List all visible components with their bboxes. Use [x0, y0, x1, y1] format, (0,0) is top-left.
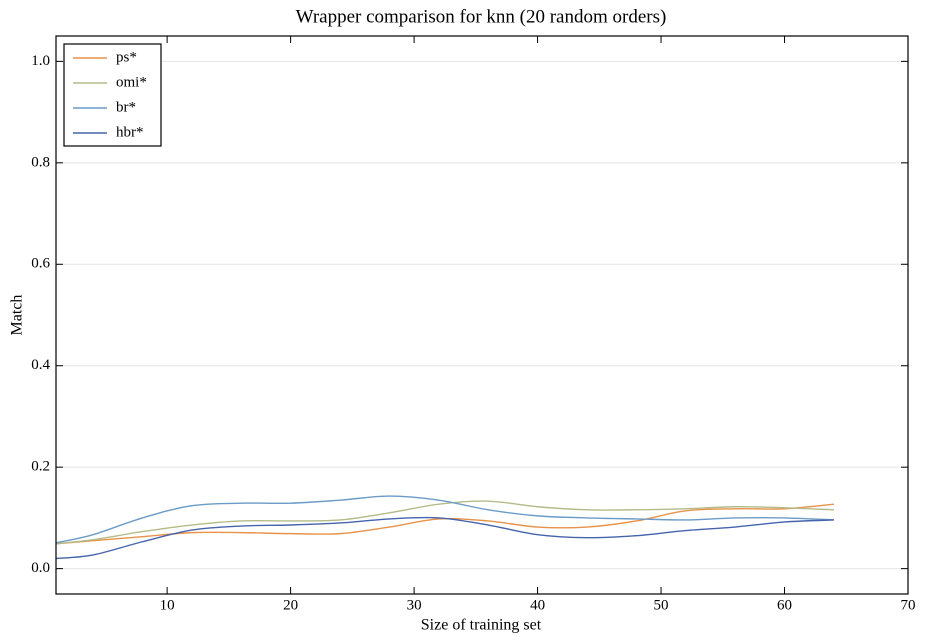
x-tick-label: 50 — [654, 597, 669, 613]
y-tick-label: 1.0 — [31, 53, 50, 69]
legend-label: omi* — [116, 74, 147, 90]
x-axis-label: Size of training set — [421, 617, 542, 634]
y-tick-label: 0.0 — [31, 560, 50, 576]
y-tick-label: 0.4 — [31, 357, 50, 373]
x-tick-label: 30 — [407, 597, 422, 613]
line-series — [55, 495, 834, 544]
x-tick-label: 20 — [283, 597, 298, 613]
plot-frame — [55, 35, 909, 595]
legend-label: br* — [116, 99, 136, 115]
y-tick-label: 0.6 — [31, 256, 50, 272]
line-series — [55, 500, 834, 545]
line-series — [55, 516, 834, 560]
x-tick-label: 40 — [530, 597, 545, 613]
y-axis-label: Match — [9, 295, 26, 336]
legend-label: hbr* — [116, 124, 144, 140]
x-tick-label: 10 — [160, 597, 175, 613]
x-tick-label: 70 — [901, 597, 916, 613]
legend-box — [63, 43, 162, 147]
y-tick-label: 0.8 — [31, 154, 50, 170]
legend-label: ps* — [116, 49, 137, 65]
y-tick-label: 0.2 — [31, 459, 50, 475]
chart-title: Wrapper comparison for knn (20 random or… — [296, 6, 667, 27]
x-tick-label: 60 — [777, 597, 792, 613]
